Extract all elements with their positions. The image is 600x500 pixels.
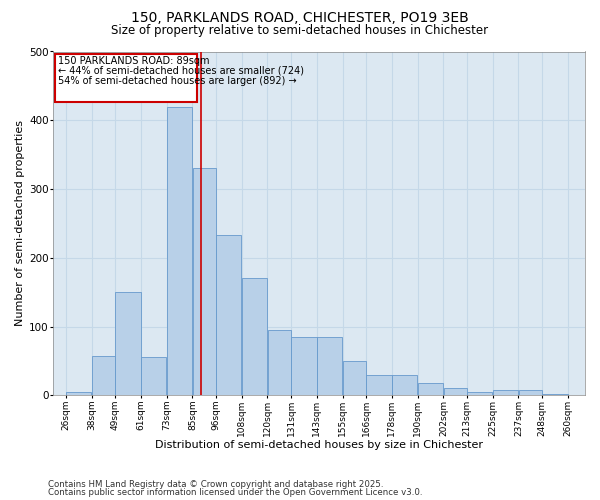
Text: 150 PARKLANDS ROAD: 89sqm: 150 PARKLANDS ROAD: 89sqm [58,56,210,66]
Bar [444,388,467,396]
Bar [418,383,443,396]
Bar [66,392,91,396]
Bar [268,330,291,396]
Text: Contains HM Land Registry data © Crown copyright and database right 2025.: Contains HM Land Registry data © Crown c… [48,480,383,489]
Bar [292,337,317,396]
Text: 150, PARKLANDS ROAD, CHICHESTER, PO19 3EB: 150, PARKLANDS ROAD, CHICHESTER, PO19 3E… [131,11,469,25]
Bar [493,390,518,396]
Bar [141,358,166,396]
Text: ← 44% of semi-detached houses are smaller (724): ← 44% of semi-detached houses are smalle… [58,66,304,76]
X-axis label: Distribution of semi-detached houses by size in Chichester: Distribution of semi-detached houses by … [155,440,483,450]
Y-axis label: Number of semi-detached properties: Number of semi-detached properties [15,120,25,326]
Bar [343,361,366,396]
Bar [367,374,392,396]
Text: Contains public sector information licensed under the Open Government Licence v3: Contains public sector information licen… [48,488,422,497]
Bar [115,292,140,396]
Bar [392,374,418,396]
Text: Size of property relative to semi-detached houses in Chichester: Size of property relative to semi-detach… [112,24,488,37]
FancyBboxPatch shape [55,54,197,102]
Bar [317,337,342,396]
Bar [217,235,241,396]
Bar [92,356,115,396]
Bar [519,390,542,396]
Bar [542,394,568,396]
Bar [467,392,493,396]
Bar [167,106,192,396]
Text: 54% of semi-detached houses are larger (892) →: 54% of semi-detached houses are larger (… [58,76,297,86]
Bar [193,168,215,396]
Bar [242,278,267,396]
